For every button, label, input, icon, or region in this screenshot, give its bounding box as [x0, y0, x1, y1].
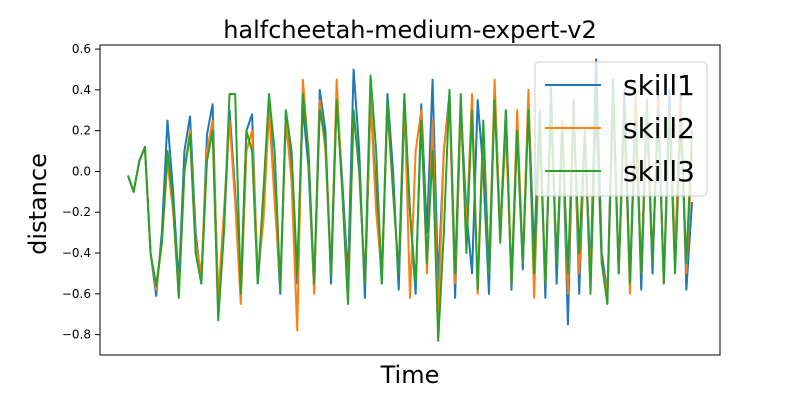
- y-tick-label: −0.8: [62, 328, 91, 342]
- y-tick-label: 0.0: [72, 164, 91, 178]
- y-tick-label: −0.6: [62, 287, 91, 301]
- y-axis-label: distance: [24, 153, 52, 255]
- y-tick-label: −0.2: [62, 205, 91, 219]
- y-tick-label: 0.4: [72, 83, 91, 97]
- plot-frame: [99, 44, 721, 356]
- legend: skill1 skill2 skill3: [534, 61, 708, 197]
- legend-label-skill2: skill2: [623, 112, 695, 145]
- legend-box: [534, 61, 708, 197]
- chart-title: halfcheetah-medium-expert-v2: [223, 16, 597, 44]
- y-tick-label: 0.6: [72, 42, 91, 56]
- y-tick-label: −0.4: [62, 246, 91, 260]
- x-axis-label: Time: [380, 361, 440, 389]
- legend-label-skill1: skill1: [623, 69, 695, 102]
- y-tick-label: 0.2: [72, 124, 91, 138]
- legend-label-skill3: skill3: [623, 155, 695, 188]
- y-axis: −0.8 −0.6 −0.4 −0.2 0.0 0.2 0.4 0.6: [62, 42, 100, 342]
